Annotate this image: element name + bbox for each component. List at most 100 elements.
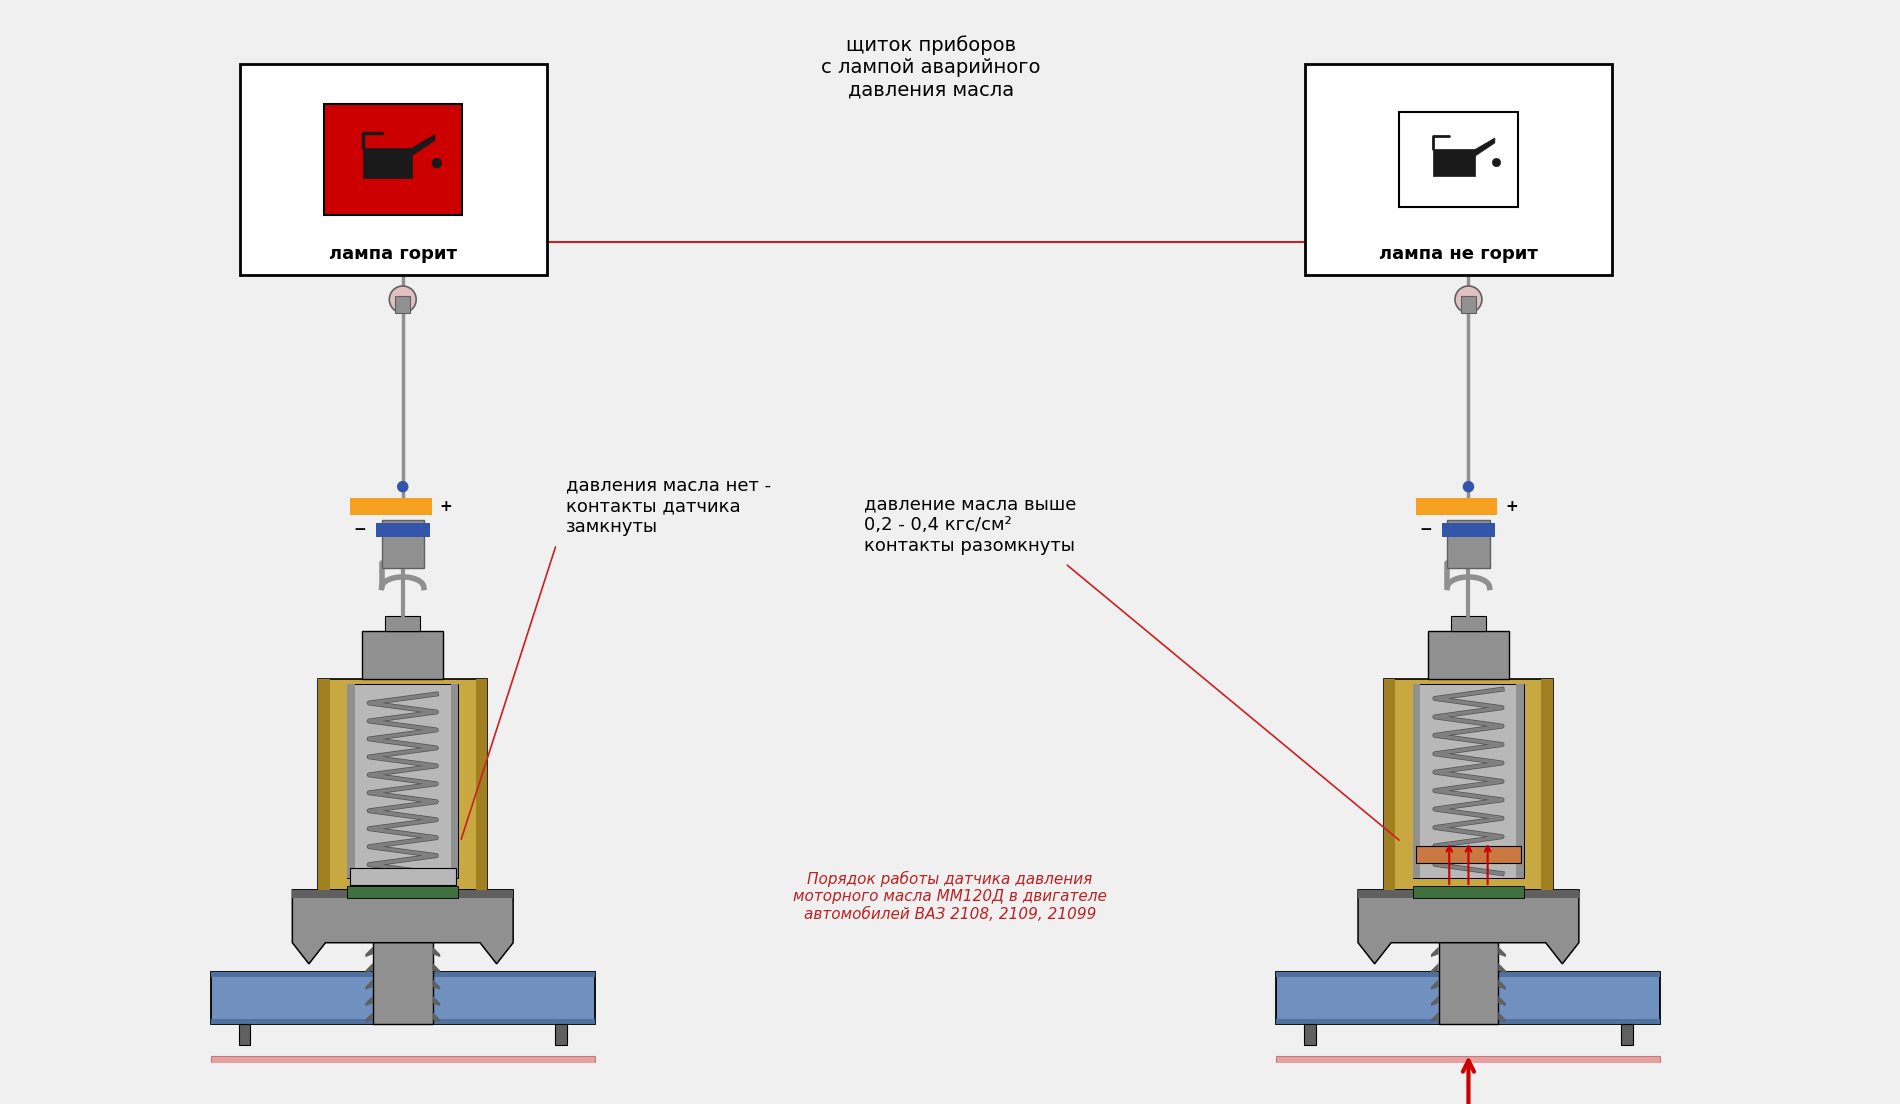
Bar <box>1305 64 1613 275</box>
Text: лампа не горит: лампа не горит <box>1379 245 1539 264</box>
Text: −: − <box>1419 522 1433 538</box>
Bar <box>211 1019 595 1025</box>
Circle shape <box>1463 481 1474 492</box>
Text: Порядок работы датчика давления
моторного масла ММ120Д в двигателе
автомобилей В: Порядок работы датчика давления моторног… <box>792 871 1108 922</box>
Bar <box>348 887 458 898</box>
Polygon shape <box>1499 931 1507 941</box>
Polygon shape <box>433 1012 441 1022</box>
Polygon shape <box>1431 914 1438 924</box>
Bar <box>348 684 355 879</box>
Bar <box>1414 684 1524 879</box>
Bar <box>1452 616 1486 630</box>
Polygon shape <box>365 946 372 957</box>
Bar <box>1303 1025 1317 1045</box>
Polygon shape <box>363 148 412 178</box>
Circle shape <box>431 158 443 168</box>
Bar <box>211 972 595 1025</box>
Polygon shape <box>1431 963 1438 974</box>
Polygon shape <box>1474 138 1495 156</box>
Bar <box>1416 498 1497 516</box>
Bar <box>239 64 547 275</box>
Text: +: + <box>1505 499 1518 514</box>
Bar <box>1541 679 1552 890</box>
Circle shape <box>397 481 408 492</box>
Bar <box>1383 679 1552 890</box>
Bar <box>382 520 424 569</box>
Polygon shape <box>365 1012 372 1022</box>
Text: щиток приборов
с лампой аварийного
давления масла: щиток приборов с лампой аварийного давле… <box>821 35 1041 99</box>
Polygon shape <box>1431 979 1438 990</box>
Bar <box>1358 890 1579 898</box>
Polygon shape <box>1431 946 1438 957</box>
Bar <box>350 498 431 516</box>
Polygon shape <box>433 946 441 957</box>
Polygon shape <box>365 963 372 974</box>
Polygon shape <box>365 996 372 1006</box>
Text: давления масла нет -
контакты датчика
замкнуты: давления масла нет - контакты датчика за… <box>566 476 771 535</box>
Bar <box>1277 972 1661 1025</box>
Polygon shape <box>1499 963 1507 974</box>
Bar <box>376 523 429 537</box>
Polygon shape <box>1431 931 1438 941</box>
Bar <box>1398 112 1518 206</box>
Bar <box>325 104 462 214</box>
Bar <box>386 616 420 630</box>
Bar <box>319 679 486 890</box>
Bar <box>1414 684 1421 879</box>
Bar <box>239 1025 251 1045</box>
Bar <box>1621 1025 1632 1045</box>
Polygon shape <box>433 914 441 924</box>
Bar <box>1416 846 1522 863</box>
Circle shape <box>1455 286 1482 312</box>
Polygon shape <box>1499 946 1507 957</box>
Circle shape <box>1492 158 1501 167</box>
Bar <box>1438 890 1499 1025</box>
Polygon shape <box>293 890 513 964</box>
Polygon shape <box>433 931 441 941</box>
Bar <box>1383 679 1395 890</box>
Bar <box>211 1057 595 1078</box>
Polygon shape <box>1358 890 1579 964</box>
Bar <box>319 679 331 890</box>
Text: −: − <box>353 522 367 538</box>
Text: +: + <box>439 499 452 514</box>
Polygon shape <box>433 996 441 1006</box>
Bar <box>1448 520 1490 569</box>
Bar <box>1414 887 1524 898</box>
Polygon shape <box>1499 996 1507 1006</box>
Text: лампа горит: лампа горит <box>329 245 458 264</box>
Bar <box>348 684 458 879</box>
Polygon shape <box>412 135 435 156</box>
Bar <box>211 972 595 977</box>
Polygon shape <box>365 979 372 990</box>
Polygon shape <box>365 914 372 924</box>
Bar <box>1277 1019 1661 1025</box>
Polygon shape <box>1499 979 1507 990</box>
Bar <box>395 296 410 312</box>
Bar <box>1277 1057 1661 1078</box>
Bar <box>1429 630 1509 679</box>
Bar <box>372 890 433 1025</box>
Bar <box>450 684 458 879</box>
Bar <box>1461 296 1476 312</box>
Polygon shape <box>433 963 441 974</box>
Bar <box>1277 1057 1661 1078</box>
Polygon shape <box>1431 996 1438 1006</box>
Polygon shape <box>1499 914 1507 924</box>
Polygon shape <box>1499 1012 1507 1022</box>
Bar <box>211 1057 595 1078</box>
Polygon shape <box>433 979 441 990</box>
Polygon shape <box>1433 149 1474 176</box>
Circle shape <box>390 286 416 312</box>
Bar <box>555 1025 566 1045</box>
Polygon shape <box>365 931 372 941</box>
Bar <box>1442 523 1495 537</box>
Bar <box>475 679 486 890</box>
Bar <box>1516 684 1524 879</box>
Polygon shape <box>1431 1012 1438 1022</box>
Bar <box>1277 972 1661 977</box>
Bar <box>363 630 443 679</box>
Bar <box>350 868 456 885</box>
Text: давление масла выше
0,2 - 0,4 кгс/см²
контакты разомкнуты: давление масла выше 0,2 - 0,4 кгс/см² ко… <box>864 496 1075 555</box>
Bar <box>293 890 513 898</box>
